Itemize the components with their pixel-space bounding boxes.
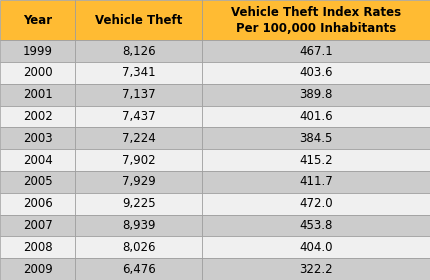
Bar xyxy=(75,258,202,280)
Text: 404.0: 404.0 xyxy=(299,241,333,254)
Bar xyxy=(75,40,202,62)
Bar xyxy=(0,258,75,280)
Bar xyxy=(202,106,430,127)
Bar xyxy=(75,236,202,258)
Bar xyxy=(0,149,75,171)
Bar xyxy=(202,215,430,236)
Bar xyxy=(0,106,75,127)
Text: 8,126: 8,126 xyxy=(122,45,156,58)
Bar xyxy=(202,193,430,215)
Bar xyxy=(0,215,75,236)
Text: Vehicle Theft: Vehicle Theft xyxy=(95,14,182,27)
Bar xyxy=(75,127,202,149)
Text: 403.6: 403.6 xyxy=(299,66,333,80)
Text: 2000: 2000 xyxy=(23,66,52,80)
Text: 415.2: 415.2 xyxy=(299,154,333,167)
Bar xyxy=(202,258,430,280)
Text: 467.1: 467.1 xyxy=(299,45,333,58)
Text: 7,341: 7,341 xyxy=(122,66,156,80)
Text: 1999: 1999 xyxy=(23,45,52,58)
Bar xyxy=(75,106,202,127)
Bar xyxy=(202,0,430,40)
Text: 7,437: 7,437 xyxy=(122,110,156,123)
Bar xyxy=(0,84,75,106)
Text: 472.0: 472.0 xyxy=(299,197,333,210)
Text: 389.8: 389.8 xyxy=(299,88,333,101)
Bar xyxy=(202,84,430,106)
Text: Year: Year xyxy=(23,14,52,27)
Text: 7,902: 7,902 xyxy=(122,154,156,167)
Bar xyxy=(0,127,75,149)
Bar xyxy=(202,40,430,62)
Bar xyxy=(75,0,202,40)
Text: 411.7: 411.7 xyxy=(299,176,333,188)
Text: 6,476: 6,476 xyxy=(122,263,156,276)
Text: 7,929: 7,929 xyxy=(122,176,156,188)
Text: 2005: 2005 xyxy=(23,176,52,188)
Text: 2009: 2009 xyxy=(23,263,52,276)
Bar xyxy=(202,62,430,84)
Text: 2003: 2003 xyxy=(23,132,52,145)
Text: 401.6: 401.6 xyxy=(299,110,333,123)
Bar xyxy=(202,127,430,149)
Text: Vehicle Theft Index Rates
Per 100,000 Inhabitants: Vehicle Theft Index Rates Per 100,000 In… xyxy=(231,6,401,35)
Bar xyxy=(0,40,75,62)
Text: 322.2: 322.2 xyxy=(299,263,333,276)
Bar xyxy=(0,193,75,215)
Text: 453.8: 453.8 xyxy=(299,219,333,232)
Bar xyxy=(75,215,202,236)
Bar xyxy=(75,193,202,215)
Text: 9,225: 9,225 xyxy=(122,197,156,210)
Bar xyxy=(75,171,202,193)
Bar xyxy=(0,0,75,40)
Text: 2007: 2007 xyxy=(23,219,52,232)
Bar xyxy=(202,171,430,193)
Text: 7,137: 7,137 xyxy=(122,88,156,101)
Bar xyxy=(0,171,75,193)
Text: 7,224: 7,224 xyxy=(122,132,156,145)
Text: 2001: 2001 xyxy=(23,88,52,101)
Text: 384.5: 384.5 xyxy=(299,132,333,145)
Text: 2002: 2002 xyxy=(23,110,52,123)
Bar xyxy=(75,84,202,106)
Text: 8,939: 8,939 xyxy=(122,219,155,232)
Bar xyxy=(202,236,430,258)
Bar xyxy=(75,62,202,84)
Text: 8,026: 8,026 xyxy=(122,241,155,254)
Bar xyxy=(0,236,75,258)
Text: 2004: 2004 xyxy=(23,154,52,167)
Bar xyxy=(0,62,75,84)
Bar xyxy=(75,149,202,171)
Text: 2006: 2006 xyxy=(23,197,52,210)
Text: 2008: 2008 xyxy=(23,241,52,254)
Bar xyxy=(202,149,430,171)
